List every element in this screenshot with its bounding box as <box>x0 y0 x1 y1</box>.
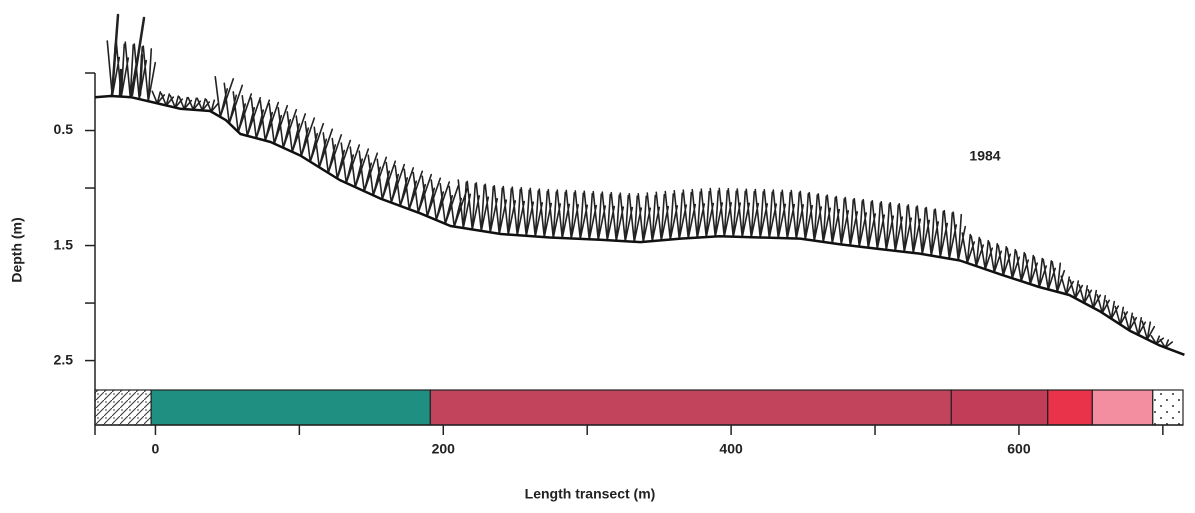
y-tick-label: 2.5 <box>54 351 74 367</box>
zone <box>150 389 431 426</box>
x-axis-label: Length transect (m) <box>525 486 656 502</box>
x-tick-label: 0 <box>152 441 160 457</box>
depth-profile <box>94 94 1185 356</box>
zone <box>94 389 152 426</box>
y-axis-label: Depth (m) <box>9 217 25 282</box>
y-tick-label: 0.5 <box>54 121 74 137</box>
reed <box>110 13 146 97</box>
zone <box>429 389 952 426</box>
vegetation <box>106 13 1174 349</box>
annotation: 1984 <box>969 148 1000 164</box>
zone <box>1091 389 1154 426</box>
zone <box>950 389 1049 426</box>
x-tick-label: 600 <box>1007 441 1031 457</box>
x-tick-label: 200 <box>432 441 456 457</box>
zone <box>1152 389 1184 426</box>
zone <box>1047 389 1093 426</box>
vegetation-blades <box>106 40 1174 349</box>
x-tick-label: 400 <box>719 441 743 457</box>
y-tick-label: 1.5 <box>54 236 74 252</box>
